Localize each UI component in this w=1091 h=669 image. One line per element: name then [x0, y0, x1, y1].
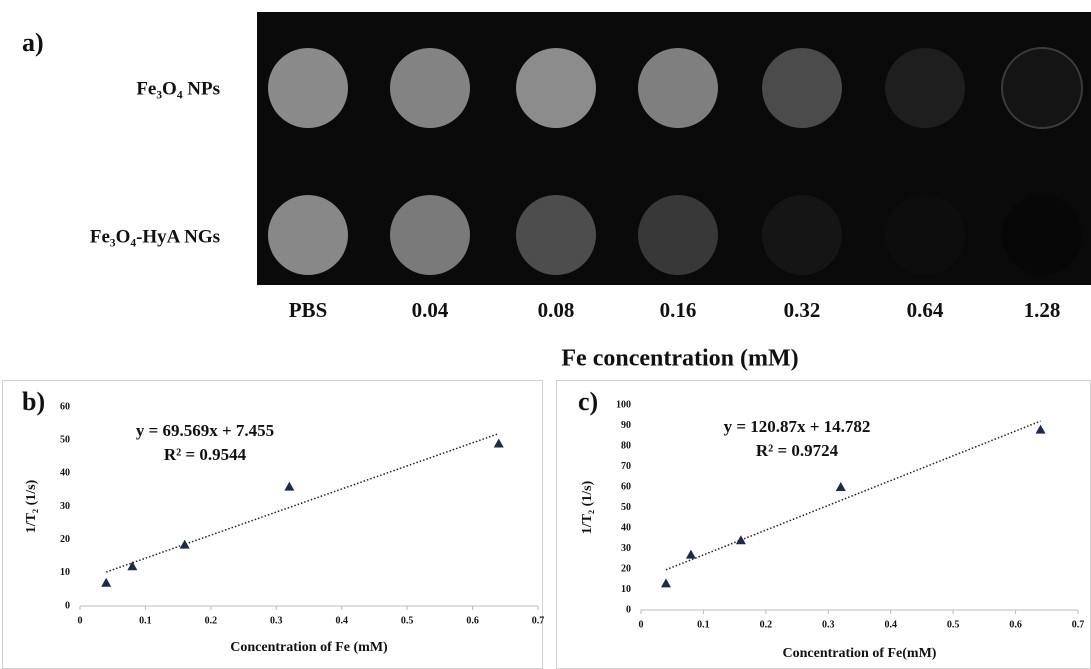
panel-label: b) [22, 387, 45, 416]
y-tick-label: 0 [65, 600, 70, 611]
phantom [638, 48, 718, 128]
column-label: 0.16 [660, 298, 697, 322]
x-tick-label: 0.5 [947, 619, 960, 630]
y-tick-label: 40 [621, 522, 631, 533]
x-tick-label: 0.2 [760, 619, 773, 630]
y-tick-label: 10 [621, 584, 631, 595]
y-tick-label: 50 [60, 434, 70, 445]
equation: y = 120.87x + 14.782 [724, 417, 871, 436]
phantom [1002, 195, 1082, 275]
data-point [127, 561, 137, 570]
phantom [390, 48, 470, 128]
y-tick-label: 60 [621, 481, 631, 492]
y-tick-label: 30 [621, 543, 631, 554]
data-point [661, 578, 671, 587]
x-tick-label: 0.2 [205, 615, 218, 626]
y-tick-label: 80 [621, 440, 631, 451]
panel-label: a) [22, 28, 44, 57]
x-tick-label: 0.4 [335, 615, 348, 626]
y-axis-title: 1/T₂ (1/s) [24, 479, 39, 533]
y-tick-label: 100 [616, 399, 631, 410]
phantom [390, 195, 470, 275]
r-squared: R² = 0.9544 [164, 445, 247, 464]
phantom [516, 48, 596, 128]
y-tick-label: 0 [626, 604, 631, 615]
x-axis-title: Concentration of Fe(mM) [783, 646, 937, 661]
equation: y = 69.569x + 7.455 [136, 421, 274, 440]
y-tick-label: 60 [60, 401, 70, 412]
column-label: 0.08 [538, 298, 575, 322]
x-tick-label: 0.3 [270, 615, 283, 626]
y-axis-title: 1/T₂ (1/s) [580, 480, 595, 534]
phantom [885, 195, 965, 275]
phantom [516, 195, 596, 275]
x-tick-label: 0.6 [466, 615, 479, 626]
phantom [268, 48, 348, 128]
y-tick-label: 10 [60, 567, 70, 578]
x-tick-label: 0.7 [532, 615, 545, 626]
data-point [101, 578, 111, 587]
phantom [1002, 48, 1082, 128]
x-axis-title: Concentration of Fe (mM) [230, 640, 388, 655]
column-label: 0.64 [907, 298, 944, 322]
figure: a) Fe₃O₄ NPs Fe₃O₄-HyA NGs Fe concentrat… [0, 0, 1091, 669]
x-tick-label: 0.3 [822, 619, 835, 630]
panel-label: c) [578, 387, 598, 416]
column-label: PBS [289, 298, 328, 322]
data-point [1036, 425, 1046, 434]
y-tick-label: 30 [60, 501, 70, 512]
axis-title: Fe concentration (mM) [561, 346, 798, 372]
column-label: 0.32 [784, 298, 821, 322]
row-label: Fe₃O₄-HyA NGs [90, 226, 220, 247]
x-tick-label: 0 [78, 615, 83, 626]
data-point [180, 540, 190, 549]
phantom [762, 195, 842, 275]
x-tick-label: 0.1 [697, 619, 710, 630]
x-tick-label: 0.6 [1009, 619, 1022, 630]
y-tick-label: 40 [60, 468, 70, 479]
phantom [638, 195, 718, 275]
data-point [494, 438, 504, 447]
y-tick-label: 90 [621, 420, 631, 431]
trendline [666, 421, 1041, 570]
x-tick-label: 0 [639, 619, 644, 630]
x-tick-label: 0.5 [401, 615, 414, 626]
data-point [284, 482, 294, 491]
column-label: 0.04 [412, 298, 449, 322]
x-tick-label: 0.4 [884, 619, 897, 630]
data-point [686, 550, 696, 559]
data-point [836, 482, 846, 491]
column-label: 1.28 [1024, 298, 1061, 322]
y-tick-label: 20 [60, 534, 70, 545]
y-tick-label: 70 [621, 461, 631, 472]
phantom [885, 48, 965, 128]
x-tick-label: 0.7 [1072, 619, 1085, 630]
phantom [762, 48, 842, 128]
row-label: Fe₃O₄ NPs [136, 78, 220, 99]
y-tick-label: 20 [621, 563, 631, 574]
page: {"panel_a": {"label": "a)", "rows": ["Fe… [0, 0, 1091, 669]
x-tick-label: 0.1 [139, 615, 152, 626]
r-squared: R² = 0.9724 [756, 441, 839, 460]
phantom [268, 195, 348, 275]
y-tick-label: 50 [621, 502, 631, 513]
data-point [736, 535, 746, 544]
